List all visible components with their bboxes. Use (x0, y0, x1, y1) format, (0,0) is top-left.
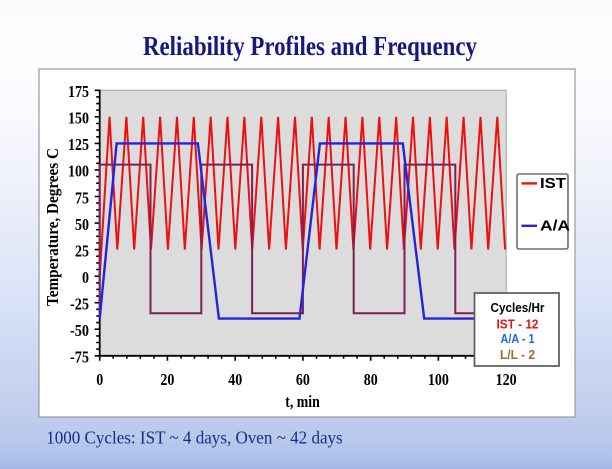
svg-text:Cycles/Hr: Cycles/Hr (491, 301, 545, 315)
svg-text:A/A - 1: A/A - 1 (501, 332, 535, 346)
svg-text:40: 40 (228, 370, 242, 389)
svg-text:1000 Cycles: IST ~ 4 days, Ove: 1000 Cycles: IST ~ 4 days, Oven ~ 42 day… (46, 427, 343, 447)
svg-text:75: 75 (75, 188, 89, 207)
svg-text:25: 25 (75, 241, 89, 260)
svg-text:80: 80 (364, 370, 378, 389)
svg-text:125: 125 (68, 135, 89, 154)
svg-text:L/L - 2: L/L - 2 (500, 348, 535, 362)
svg-text:t, min: t, min (285, 392, 320, 411)
svg-text:A/A: A/A (540, 219, 571, 235)
svg-text:20: 20 (160, 370, 174, 389)
svg-text:0: 0 (82, 268, 89, 287)
svg-text:100: 100 (68, 162, 89, 181)
svg-text:60: 60 (296, 370, 310, 389)
svg-text:50: 50 (75, 215, 89, 234)
svg-text:IST: IST (540, 176, 566, 192)
svg-text:150: 150 (68, 109, 89, 128)
svg-text:-25: -25 (70, 295, 89, 314)
svg-text:100: 100 (428, 370, 449, 389)
svg-text:Reliability Profiles and Frequ: Reliability Profiles and Frequency (143, 31, 477, 61)
svg-text:-75: -75 (70, 348, 89, 367)
svg-text:120: 120 (496, 370, 517, 389)
svg-text:175: 175 (68, 82, 89, 101)
svg-text:0: 0 (96, 370, 103, 389)
svg-text:Temperature, Degrees C: Temperature, Degrees C (43, 148, 62, 306)
svg-text:IST - 12: IST - 12 (497, 317, 539, 331)
svg-text:-50: -50 (70, 321, 89, 340)
